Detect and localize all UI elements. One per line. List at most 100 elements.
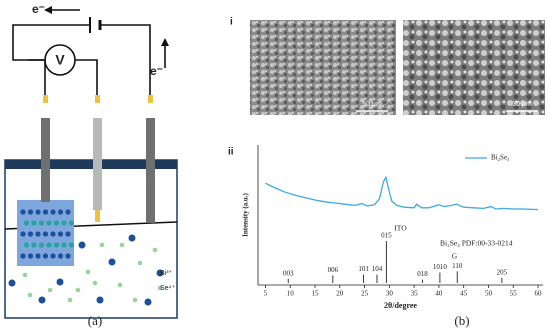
x-tick-label: 50 <box>485 290 493 298</box>
x-tick-label: 35 <box>411 290 419 298</box>
film-atom <box>50 253 56 259</box>
hkl-label: 1010 <box>433 263 448 271</box>
film-atom <box>27 253 34 259</box>
se-ion <box>75 287 81 293</box>
film-atom <box>35 231 41 237</box>
film-atom <box>20 253 26 259</box>
film-atom <box>27 209 34 215</box>
x-tick-label: 30 <box>386 290 394 298</box>
x-tick-label: 10 <box>287 290 295 298</box>
se-ion <box>99 242 105 248</box>
se-ion <box>157 285 163 291</box>
x-tick-label: 5 <box>264 290 268 298</box>
film-atom <box>61 220 67 226</box>
panel-label: ii <box>228 147 234 158</box>
circuit <box>12 9 166 95</box>
x-tick-label: 25 <box>361 290 369 298</box>
electrode <box>146 118 155 223</box>
ion-label: Se⁴⁺ <box>160 285 176 292</box>
electrode <box>41 118 50 202</box>
wire <box>12 24 90 95</box>
film-atom <box>57 253 64 259</box>
se-ion <box>92 280 98 286</box>
film-atom <box>68 220 75 226</box>
wire <box>75 59 98 95</box>
film-atom <box>68 242 75 248</box>
voltmeter-label: V <box>55 52 65 68</box>
film-atom <box>65 231 71 237</box>
bi-ion <box>144 298 152 306</box>
film-atom <box>42 231 49 237</box>
annotation: G <box>452 252 458 261</box>
bi-ion <box>96 296 104 304</box>
scale-label: 50 μm <box>362 101 382 108</box>
hkl-label: 104 <box>372 265 383 273</box>
contact <box>95 210 100 222</box>
film-atom <box>61 242 67 248</box>
film-atom <box>31 220 37 226</box>
hkl-label: 205 <box>497 269 508 277</box>
film-atom <box>38 220 45 226</box>
film-atom <box>23 242 30 248</box>
hkl-label: 006 <box>328 266 339 274</box>
film-atom <box>46 242 52 248</box>
se-ion <box>152 247 158 253</box>
ion-label: Bi³⁺ <box>160 270 173 277</box>
film-atom <box>31 242 37 248</box>
bi-ion <box>38 296 46 304</box>
sem-image <box>403 20 545 115</box>
wire <box>100 24 151 95</box>
film-atom <box>42 253 49 259</box>
bi-ion <box>108 258 116 266</box>
contact <box>43 95 48 103</box>
scale-label: 30 μm <box>512 101 532 108</box>
arrow-head <box>161 38 169 46</box>
se-ion <box>117 282 123 288</box>
se-ion <box>119 242 125 248</box>
film-atom <box>20 209 26 215</box>
x-tick-label: 45 <box>460 290 468 298</box>
hkl-label: 015 <box>381 232 392 240</box>
arrow-head <box>44 6 52 14</box>
se-ion <box>137 260 143 266</box>
x-tick-label: 20 <box>336 290 344 298</box>
x-tick-label: 60 <box>535 290 543 298</box>
panel-label: i <box>230 17 233 28</box>
se-ion <box>22 272 28 278</box>
film-atom <box>20 231 26 237</box>
film-atom <box>53 220 60 226</box>
se-ion <box>132 297 138 303</box>
hkl-label: 003 <box>283 269 294 277</box>
se-ion <box>47 287 53 293</box>
contact <box>95 95 100 103</box>
caption: (b) <box>454 313 469 328</box>
electrode <box>93 118 102 210</box>
film-atom <box>35 253 41 259</box>
hkl-label: 110 <box>452 262 463 270</box>
bi-ion <box>128 234 136 242</box>
x-tick-label: 15 <box>312 290 320 298</box>
xrd-curve <box>265 175 539 211</box>
x-axis-label: 2θ/degree <box>384 301 417 310</box>
legend-label: Bi₂Se₃ <box>491 154 510 162</box>
bi-ion <box>156 269 164 277</box>
electrodes <box>41 95 155 223</box>
y-axis-label: Intensity (a.u.) <box>242 192 250 236</box>
x-tick-label: 40 <box>435 290 443 298</box>
film-atom <box>57 231 64 237</box>
film-atom <box>50 231 56 237</box>
annotation: ITO <box>394 224 407 233</box>
x-tick-label: 55 <box>510 290 518 298</box>
film-atom <box>27 231 34 237</box>
se-ion <box>27 292 33 298</box>
bi-ion <box>8 279 16 287</box>
film-atom <box>46 220 52 226</box>
caption: (a) <box>88 313 102 328</box>
se-ion <box>85 269 91 275</box>
voltmeter <box>44 44 76 76</box>
beaker-lid <box>5 160 177 169</box>
sem-image <box>250 20 396 115</box>
film-atom <box>23 220 30 226</box>
